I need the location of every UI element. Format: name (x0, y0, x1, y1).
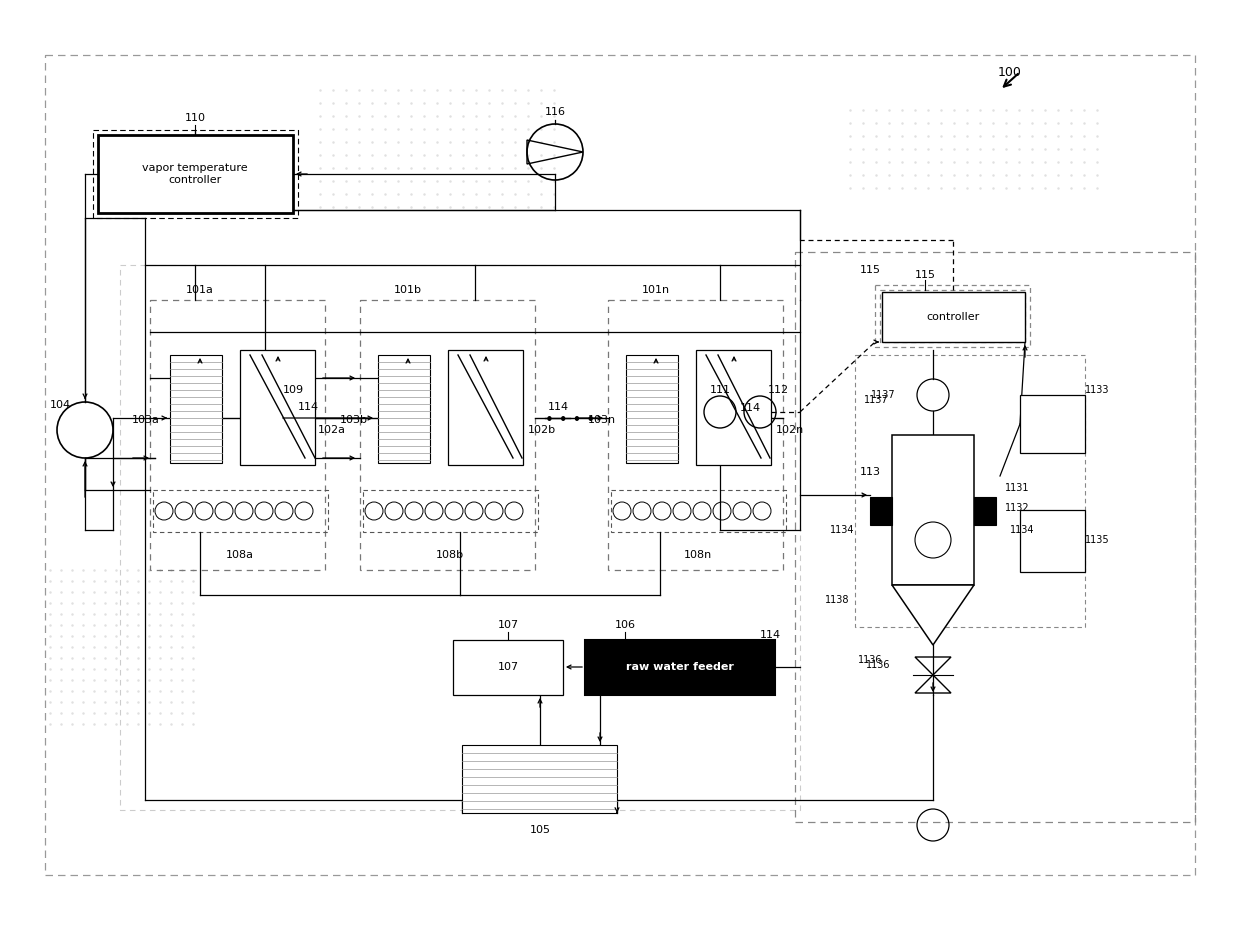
Bar (98, 135, 293, 213)
Bar (93, 130, 298, 218)
Bar (892, 435, 973, 585)
Bar (880, 290, 1025, 342)
Text: 1134: 1134 (1009, 525, 1034, 535)
Bar (611, 490, 786, 532)
Text: 104: 104 (50, 400, 71, 410)
Text: 102a: 102a (317, 425, 346, 435)
Text: 1136: 1136 (858, 655, 882, 665)
Text: 103n: 103n (588, 415, 616, 425)
Bar (585, 640, 775, 695)
Text: 101b: 101b (394, 285, 422, 295)
Text: 112: 112 (768, 385, 789, 395)
Bar (795, 252, 1195, 822)
Text: 108a: 108a (226, 550, 254, 560)
Text: 111: 111 (709, 385, 730, 395)
Text: 108n: 108n (684, 550, 712, 560)
Bar (1021, 510, 1085, 572)
Bar (626, 355, 678, 463)
Bar (363, 490, 538, 532)
Bar (463, 745, 618, 813)
Bar (378, 355, 430, 463)
Text: 103a: 103a (133, 415, 160, 425)
Text: 107: 107 (497, 662, 518, 672)
Bar (45, 55, 1195, 875)
Text: controller: controller (926, 312, 980, 322)
Text: vapor temperature
controller: vapor temperature controller (143, 163, 248, 184)
Text: 114: 114 (547, 402, 569, 412)
Text: 1136: 1136 (866, 660, 890, 670)
Text: 105: 105 (529, 825, 551, 835)
Text: 114: 114 (759, 630, 780, 640)
Text: 102n: 102n (776, 425, 805, 435)
Text: 1138: 1138 (825, 595, 849, 605)
Text: 106: 106 (615, 620, 635, 630)
Bar (856, 355, 1085, 627)
Text: 1134: 1134 (830, 525, 854, 535)
Text: • • • •: • • • • (544, 413, 595, 427)
Bar (608, 300, 782, 570)
Text: 101n: 101n (642, 285, 670, 295)
Text: 107: 107 (497, 620, 518, 630)
Text: 1133: 1133 (1085, 385, 1110, 395)
Bar (1021, 395, 1085, 453)
Bar (153, 490, 329, 532)
Text: 1137: 1137 (864, 395, 888, 405)
Bar (696, 350, 771, 465)
Bar (120, 265, 800, 810)
Bar (453, 640, 563, 695)
Text: 109: 109 (283, 385, 304, 395)
Bar (875, 285, 1030, 347)
Bar (882, 292, 1025, 342)
Polygon shape (892, 585, 973, 645)
Text: 116: 116 (544, 107, 565, 117)
Text: 1131: 1131 (1004, 483, 1029, 493)
Bar (241, 350, 315, 465)
Text: 101a: 101a (186, 285, 215, 295)
Text: 108b: 108b (436, 550, 464, 560)
Text: 114: 114 (739, 403, 760, 413)
Text: 102b: 102b (528, 425, 556, 435)
Text: raw water feeder: raw water feeder (626, 662, 734, 672)
Text: 115: 115 (859, 265, 880, 275)
Bar (448, 350, 523, 465)
Text: 110: 110 (185, 113, 206, 123)
Text: 1137: 1137 (870, 390, 895, 400)
Text: 1135: 1135 (1085, 535, 1110, 545)
Bar (170, 355, 222, 463)
Text: 1132: 1132 (1004, 503, 1029, 513)
Bar (150, 300, 325, 570)
Text: 100: 100 (998, 66, 1022, 79)
Text: 103b: 103b (340, 415, 368, 425)
Text: 114: 114 (298, 402, 319, 412)
Bar (870, 497, 892, 525)
Text: 115: 115 (915, 270, 935, 280)
Bar (360, 300, 534, 570)
Text: 113: 113 (859, 467, 880, 477)
Bar (973, 497, 996, 525)
